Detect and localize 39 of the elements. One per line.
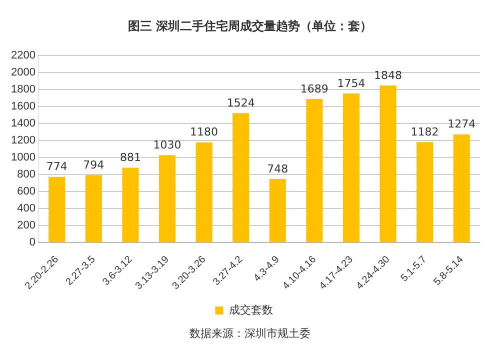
bar	[416, 142, 434, 242]
y-tick-label: 1600	[10, 100, 36, 113]
y-tick-label: 1200	[10, 134, 36, 147]
data-label: 1274	[448, 118, 476, 131]
bar	[453, 134, 470, 242]
data-label: 1030	[153, 138, 182, 152]
data-label: 1754	[337, 76, 366, 90]
bar	[196, 142, 212, 242]
y-tick-label: 2200	[10, 50, 36, 62]
y-tick-label: 2000	[10, 66, 36, 79]
y-tick-label: 800	[17, 168, 36, 181]
chart-title: 图三 深圳二手住宅周成交量趋势（单位：套）	[126, 18, 374, 35]
bar	[232, 113, 250, 242]
y-tick-label: 600	[17, 186, 36, 198]
bar	[158, 155, 176, 242]
bar	[85, 175, 102, 242]
bar	[269, 179, 286, 242]
y-tick-label: 200	[17, 220, 36, 232]
y-tick-label: 1400	[10, 118, 36, 130]
data-label: 1180	[190, 126, 218, 139]
data-label: 774	[46, 160, 68, 174]
source-note: 数据来源：深圳市规土委	[188, 326, 312, 341]
data-label: 1689	[300, 82, 328, 96]
legend-label: 成交套数	[228, 304, 273, 317]
data-label: 1848	[374, 68, 402, 82]
y-tick-label: 1000	[10, 152, 36, 164]
data-label: 748	[267, 162, 288, 176]
data-label: 1524	[226, 96, 255, 110]
bar	[380, 86, 396, 242]
bar	[342, 94, 360, 242]
bar	[48, 176, 66, 242]
bar	[306, 99, 323, 242]
data-label: 1182	[410, 126, 439, 139]
bar	[122, 168, 139, 242]
y-tick-label: 0	[29, 236, 36, 249]
data-label: 794	[83, 158, 104, 172]
data-label: 881	[120, 151, 141, 164]
y-tick-label: 400	[17, 202, 36, 215]
y-tick-label: 1800	[10, 84, 36, 96]
